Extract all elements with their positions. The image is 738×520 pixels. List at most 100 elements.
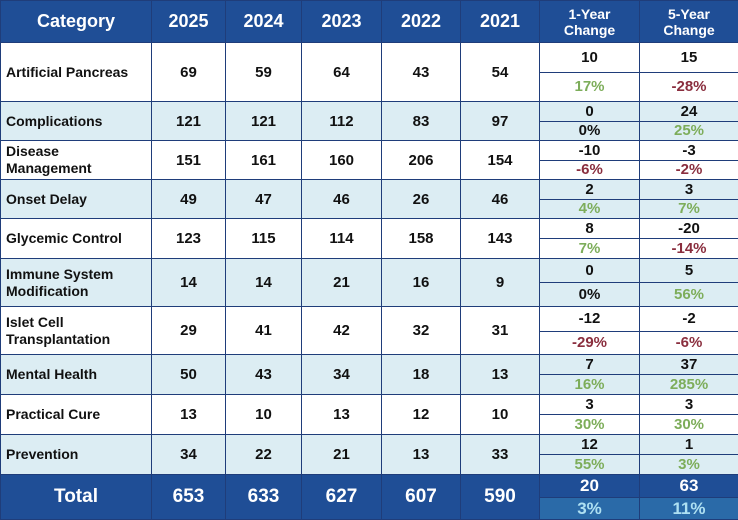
total-row: Total 653 633 627 607 590 20 63	[1, 475, 738, 498]
five-year-change-pct: 285%	[640, 375, 738, 395]
one-year-change-pct: -29%	[540, 332, 640, 355]
year-value-cell: 13	[382, 435, 461, 475]
category-label: Islet Cell	[6, 314, 64, 330]
total-one-year-pct: 3%	[540, 498, 640, 520]
year-value-cell: 33	[461, 435, 540, 475]
total-value: 653	[152, 475, 226, 520]
year-value-cell: 143	[461, 219, 540, 259]
one-year-change-value: 7	[540, 355, 640, 375]
year-value-cell: 50	[152, 355, 226, 395]
one-year-change-value: 0	[540, 259, 640, 283]
category-label: Immune System	[6, 266, 113, 282]
header-one-year-line2: Change	[564, 22, 615, 38]
five-year-change-pct: -2%	[640, 161, 738, 180]
header-year: 2022	[382, 1, 461, 43]
total-value: 607	[382, 475, 461, 520]
one-year-change-value: 8	[540, 219, 640, 239]
year-value-cell: 69	[152, 43, 226, 102]
year-value-cell: 161	[226, 141, 302, 180]
year-value-cell: 13	[302, 395, 382, 435]
five-year-change-pct: 3%	[640, 455, 738, 475]
year-value-cell: 9	[461, 259, 540, 307]
five-year-change-pct: 25%	[640, 122, 738, 141]
year-value-cell: 14	[226, 259, 302, 307]
one-year-change-value: 3	[540, 395, 640, 415]
five-year-change-value: -20	[640, 219, 738, 239]
one-year-change-pct: 0%	[540, 283, 640, 307]
year-value-cell: 10	[461, 395, 540, 435]
header-year: 2023	[302, 1, 382, 43]
year-value-cell: 29	[152, 307, 226, 355]
year-value-cell: 64	[302, 43, 382, 102]
year-value-cell: 206	[382, 141, 461, 180]
header-five-year-line1: 5-Year	[668, 6, 710, 22]
five-year-change-pct: 56%	[640, 283, 738, 307]
one-year-change-pct: 55%	[540, 455, 640, 475]
year-value-cell: 31	[461, 307, 540, 355]
category-label: Prevention	[6, 446, 78, 462]
year-value-cell: 43	[382, 43, 461, 102]
category-label: Mental Health	[6, 366, 97, 382]
year-value-cell: 43	[226, 355, 302, 395]
five-year-change-value: -2	[640, 307, 738, 332]
category-label-line2: Transplantation	[6, 331, 110, 347]
year-value-cell: 160	[302, 141, 382, 180]
year-value-cell: 97	[461, 102, 540, 141]
one-year-change-value: 0	[540, 102, 640, 122]
header-category: Category	[1, 1, 152, 43]
one-year-change-value: 10	[540, 43, 640, 73]
year-value-cell: 121	[152, 102, 226, 141]
year-value-cell: 32	[382, 307, 461, 355]
category-cell: Onset Delay	[1, 180, 152, 219]
year-value-cell: 46	[302, 180, 382, 219]
year-value-cell: 83	[382, 102, 461, 141]
total-one-year-change: 20	[540, 475, 640, 498]
category-cell: Practical Cure	[1, 395, 152, 435]
year-value-cell: 46	[461, 180, 540, 219]
year-value-cell: 54	[461, 43, 540, 102]
year-value-cell: 13	[152, 395, 226, 435]
year-value-cell: 22	[226, 435, 302, 475]
total-five-year-change: 63	[640, 475, 738, 498]
year-value-cell: 154	[461, 141, 540, 180]
five-year-change-value: 24	[640, 102, 738, 122]
category-label: Complications	[6, 113, 102, 129]
year-value-cell: 112	[302, 102, 382, 141]
year-value-cell: 14	[152, 259, 226, 307]
five-year-change-value: -3	[640, 141, 738, 161]
header-year: 2021	[461, 1, 540, 43]
total-label: Total	[1, 475, 152, 520]
year-value-cell: 151	[152, 141, 226, 180]
year-value-cell: 123	[152, 219, 226, 259]
header-year: 2024	[226, 1, 302, 43]
category-label: Practical Cure	[6, 406, 100, 422]
one-year-change-value: 12	[540, 435, 640, 455]
year-value-cell: 59	[226, 43, 302, 102]
total-value: 590	[461, 475, 540, 520]
year-value-cell: 114	[302, 219, 382, 259]
year-value-cell: 41	[226, 307, 302, 355]
year-value-cell: 34	[302, 355, 382, 395]
one-year-change-pct: 17%	[540, 73, 640, 102]
category-cell: Mental Health	[1, 355, 152, 395]
one-year-change-value: -10	[540, 141, 640, 161]
five-year-change-pct: 30%	[640, 415, 738, 435]
one-year-change-pct: 4%	[540, 200, 640, 219]
header-one-year-line1: 1-Year	[568, 6, 610, 22]
year-value-cell: 21	[302, 259, 382, 307]
five-year-change-pct: -6%	[640, 332, 738, 355]
year-value-cell: 121	[226, 102, 302, 141]
header-five-year-line2: Change	[663, 22, 714, 38]
category-label-line2: Modification	[6, 283, 88, 299]
header-year: 2025	[152, 1, 226, 43]
